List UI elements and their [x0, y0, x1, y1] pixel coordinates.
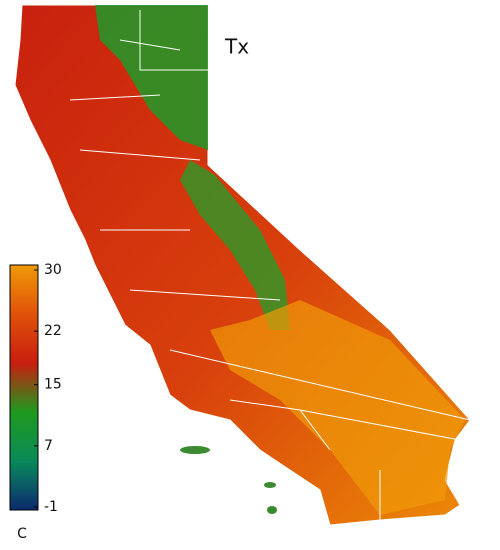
colorbar-bar: [9, 264, 39, 511]
colorbar-tick-label: -1: [44, 499, 58, 515]
desert-warm-region: [210, 300, 465, 515]
map-title: Tx: [224, 35, 249, 59]
sierra-cool-region: [180, 160, 290, 330]
colorbar-unit: C: [17, 526, 27, 542]
northeast-cool-region: [95, 5, 208, 150]
colorbar-tick-label: 22: [44, 323, 62, 339]
colorbar-tick-label: 15: [44, 377, 62, 393]
islands: [180, 446, 277, 514]
colorbar-tick-label: 7: [44, 438, 53, 454]
colorbar: 30 22 15 7 -1: [9, 262, 62, 515]
county-lines: [69, 10, 471, 520]
colorbar-tick-label: 30: [44, 262, 62, 278]
california-map: [14, 4, 471, 526]
